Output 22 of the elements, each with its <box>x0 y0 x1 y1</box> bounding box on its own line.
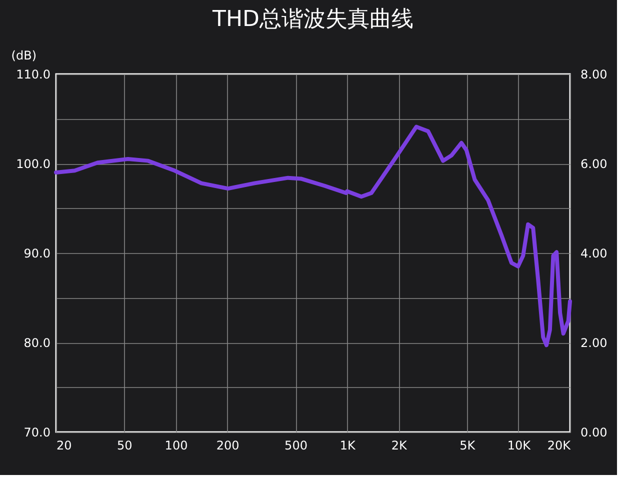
y-tick-label: 70.0 <box>24 426 50 440</box>
x-tick-label: 5K <box>460 438 476 452</box>
y2-tick-label: 4.00 <box>580 246 608 260</box>
y2-tick-label: 0.00 <box>580 426 608 440</box>
y2-tick-label: 6.00 <box>580 157 608 171</box>
y-tick-label: 110.0 <box>16 68 50 82</box>
y2-tick-label: 2.00 <box>580 336 608 350</box>
x-tick-label: 100 <box>164 438 188 452</box>
y-tick-label: 100.0 <box>16 157 50 171</box>
chart-title: THD总谐波失真曲线 <box>212 7 414 32</box>
x-tick-label: 1K <box>340 438 356 452</box>
x-tick-label: 200 <box>216 438 240 452</box>
y-tick-label: 90.0 <box>24 246 50 260</box>
y-tick-label: 80.0 <box>24 336 50 350</box>
x-tick-label: 50 <box>117 438 132 452</box>
x-tick-label: 10K <box>507 438 532 452</box>
x-tick-label: 20K <box>547 438 572 452</box>
x-tick-label: 20 <box>56 438 72 452</box>
y2-tick-label: 8.00 <box>580 68 608 82</box>
y-axis-title: (dB) <box>11 48 36 62</box>
x-tick-label: 2K <box>391 438 408 452</box>
x-tick-label: 500 <box>284 438 308 452</box>
